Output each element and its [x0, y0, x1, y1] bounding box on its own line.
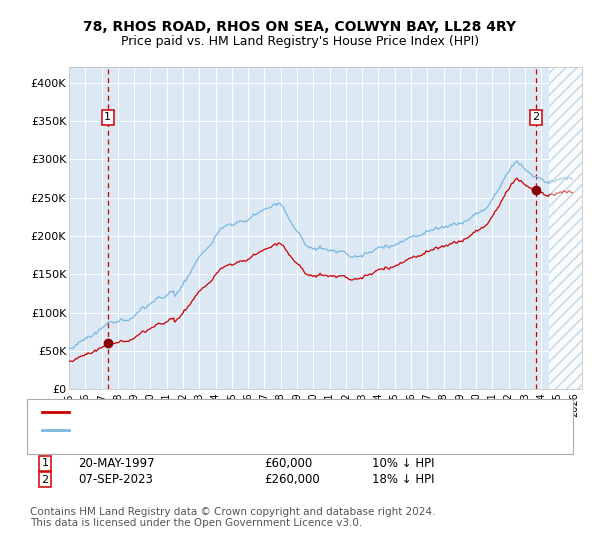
Text: 10% ↓ HPI: 10% ↓ HPI	[372, 456, 434, 470]
Text: 18% ↓ HPI: 18% ↓ HPI	[372, 473, 434, 487]
Text: 20-MAY-1997: 20-MAY-1997	[78, 456, 155, 470]
Text: 78, RHOS ROAD, RHOS ON SEA, COLWYN BAY, LL28 4RY (detached house): 78, RHOS ROAD, RHOS ON SEA, COLWYN BAY, …	[75, 405, 511, 418]
Text: 78, RHOS ROAD, RHOS ON SEA, COLWYN BAY, LL28 4RY: 78, RHOS ROAD, RHOS ON SEA, COLWYN BAY, …	[83, 20, 517, 34]
Text: Price paid vs. HM Land Registry's House Price Index (HPI): Price paid vs. HM Land Registry's House …	[121, 35, 479, 48]
Text: 2: 2	[533, 113, 539, 122]
Text: HPI: Average price, detached house, Conwy: HPI: Average price, detached house, Conw…	[75, 423, 333, 437]
Text: 2: 2	[41, 475, 49, 485]
Text: £60,000: £60,000	[264, 456, 312, 470]
Text: 07-SEP-2023: 07-SEP-2023	[78, 473, 153, 487]
Text: £260,000: £260,000	[264, 473, 320, 487]
Text: Contains HM Land Registry data © Crown copyright and database right 2024.
This d: Contains HM Land Registry data © Crown c…	[30, 507, 436, 529]
Bar	[550, 67, 582, 389]
Text: 1: 1	[104, 113, 111, 122]
Text: 1: 1	[41, 458, 49, 468]
